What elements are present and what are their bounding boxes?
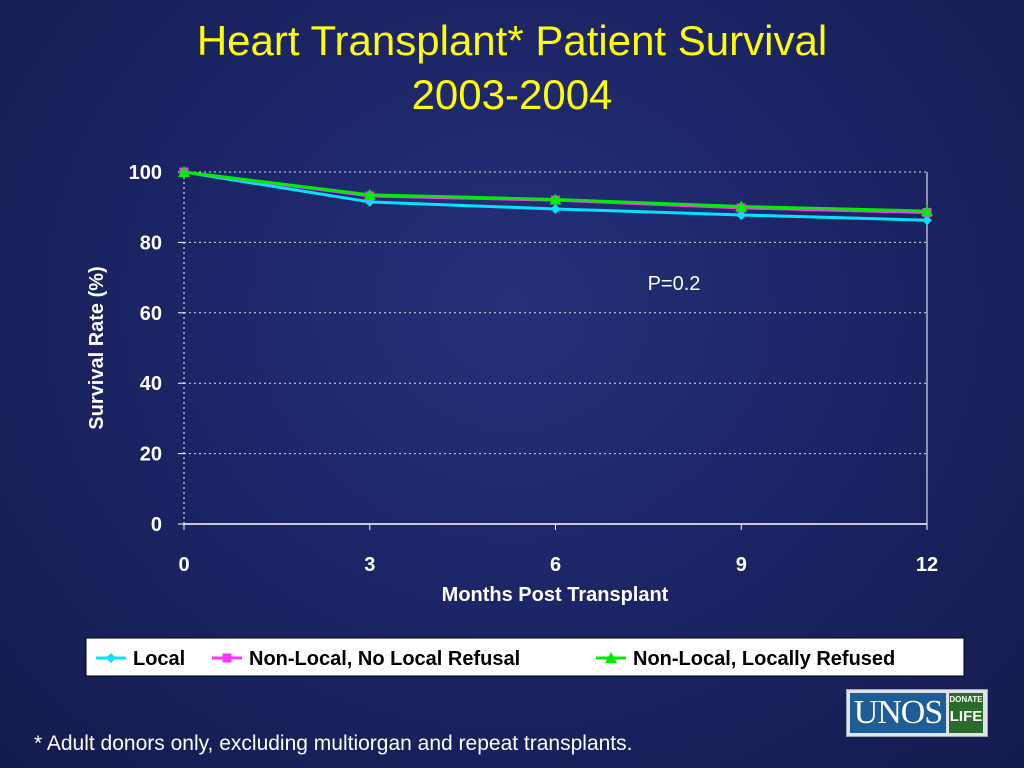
title-line-2: 2003-2004 — [411, 71, 613, 118]
x-tick-label: 9 — [736, 554, 747, 576]
data-point-local — [550, 203, 561, 214]
legend-marker-non-local-locally-refused — [605, 652, 617, 663]
p-value-annotation: P=0.2 — [648, 273, 701, 295]
x-tick-label: 0 — [178, 554, 189, 576]
data-point-local — [922, 215, 932, 226]
x-tick-label: 6 — [550, 554, 561, 576]
y-tick-label: 20 — [140, 444, 162, 466]
y-tick-label: 80 — [140, 232, 162, 254]
legend-marker-local — [106, 653, 116, 663]
y-tick-label: 60 — [140, 303, 162, 325]
data-point-non-local-locally-refused — [178, 166, 190, 177]
x-axis-title: Months Post Transplant — [442, 584, 669, 606]
unos-logo-wordmark: UNOS — [850, 693, 946, 733]
data-point-non-local-locally-refused — [735, 200, 748, 212]
grid-lines — [183, 171, 927, 524]
unos-logo: UNOS DONATE LIFE — [846, 689, 988, 737]
legend-label-non-local-locally-refused: Non-Local, Locally Refused — [633, 648, 895, 670]
y-tick-label: 40 — [140, 373, 162, 395]
y-tick-label: 100 — [129, 162, 162, 184]
series-lines — [178, 166, 933, 226]
donate-label: DONATE — [949, 695, 983, 704]
legend-marker-non-local-no-local-refusal — [222, 653, 232, 663]
data-point-non-local-locally-refused — [363, 188, 376, 200]
data-point-local — [736, 209, 747, 220]
x-tick-label: 3 — [364, 554, 375, 576]
y-tick-label: 0 — [151, 514, 162, 536]
x-tick-label: 12 — [916, 554, 938, 576]
data-point-non-local-locally-refused — [921, 205, 933, 217]
title-line-1: Heart Transplant* Patient Survival — [196, 17, 828, 64]
legend-label-local: Local — [133, 648, 185, 670]
donate-life-badge: DONATE LIFE — [949, 693, 983, 733]
axes: 0 20 40 60 80 100 0 3 6 9 12 — [129, 162, 939, 576]
life-label: LIFE — [949, 708, 983, 725]
legend-label-non-local-no-local-refusal: Non-Local, No Local Refusal — [249, 648, 520, 670]
footnote: * Adult donors only, excluding multiorga… — [34, 732, 633, 755]
y-axis-title: Survival Rate (%) — [86, 266, 108, 429]
legend: Local Non-Local, No Local Refusal Non-Loca… — [96, 648, 895, 670]
data-point-non-local-locally-refused — [549, 193, 562, 205]
slide-title: Heart Transplant* Patient Survival 2003-… — [0, 14, 1024, 122]
